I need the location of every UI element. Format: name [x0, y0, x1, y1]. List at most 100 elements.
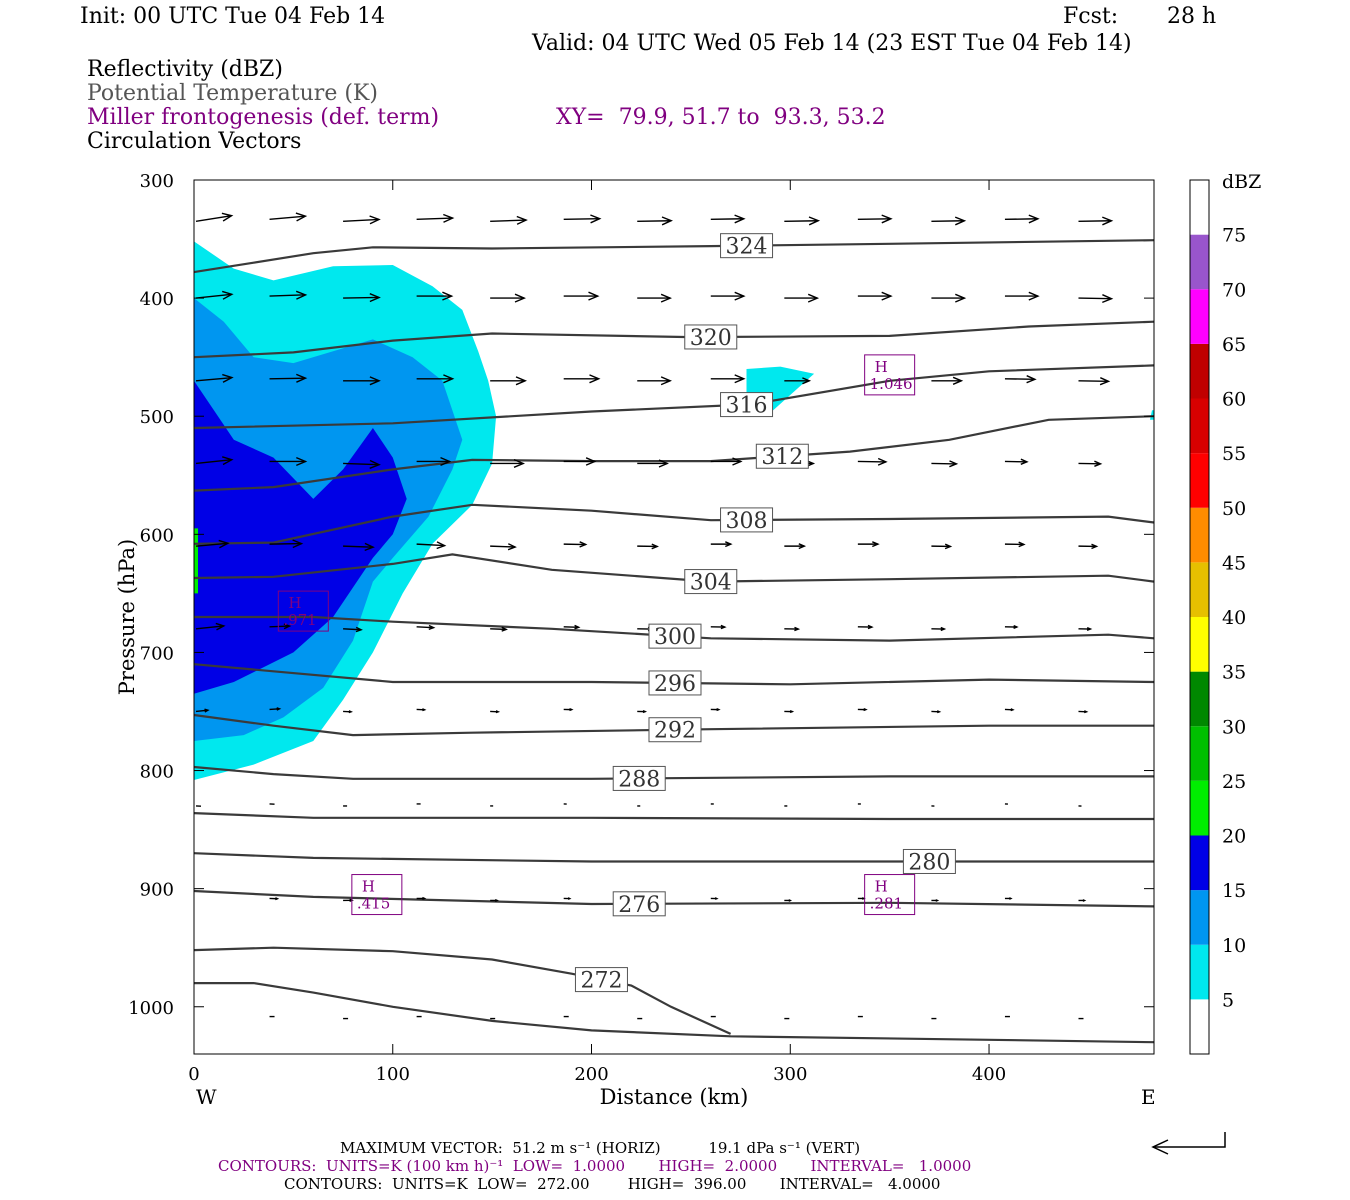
circulation-vector-head — [440, 456, 452, 466]
colorbar-band — [1190, 562, 1209, 617]
circulation-vector-head — [863, 708, 868, 712]
circulation-vector — [416, 626, 434, 629]
theta-contour-312 — [193, 415, 1155, 492]
extremum-box — [277, 590, 329, 632]
colorbar-tick-label: 20 — [1222, 826, 1246, 848]
circulation-vector-head — [283, 623, 292, 630]
circulation-vector-head — [501, 626, 508, 632]
circulation-vector-head — [422, 896, 427, 901]
x-tick-label: 200 — [574, 1064, 608, 1085]
y-axis-title: Pressure (hPa) — [115, 539, 139, 695]
theta-contour-276 — [193, 889, 1155, 908]
theta-label-box — [720, 507, 774, 533]
circulation-vector-head — [725, 541, 733, 548]
circulation-vector — [1078, 220, 1112, 223]
circulation-vector-head — [590, 214, 602, 224]
circulation-vector — [195, 215, 232, 223]
valid-time: Valid: 04 UTC Wed 05 Feb 14 (23 EST Tue … — [532, 31, 1132, 56]
theta-label: 292 — [654, 719, 696, 744]
colorbar-tick-label: 5 — [1222, 989, 1234, 1011]
circulation-vector-head — [720, 624, 727, 630]
circulation-vector-head — [808, 216, 821, 226]
circulation-vector-head — [221, 212, 234, 222]
circulation-vector — [563, 218, 600, 221]
circulation-vector-head — [588, 291, 600, 301]
circulation-vector-head — [442, 291, 454, 301]
theta-contour-308 — [193, 503, 1155, 545]
circulation-vector — [784, 220, 819, 223]
theta-label-box — [902, 848, 956, 874]
circulation-vector-head — [515, 376, 527, 386]
theta-label: 276 — [618, 893, 660, 918]
circulation-vector — [490, 219, 527, 223]
colorbar-band — [1190, 180, 1209, 235]
circulation-vector-head — [364, 542, 375, 552]
circulation-vector-head — [355, 626, 363, 633]
circulation-vector — [563, 626, 579, 629]
theta-contour-layer — [193, 239, 1155, 1044]
circulation-vector-head — [651, 543, 659, 550]
circulation-vector-head — [1028, 291, 1040, 301]
theta-label: 308 — [726, 509, 768, 534]
x-tick-label: 100 — [376, 1064, 410, 1085]
colorbar-band — [1190, 726, 1209, 781]
y-tick-label: 500 — [140, 407, 174, 428]
circulation-vector-head — [422, 708, 427, 712]
circulation-vector-head — [222, 373, 234, 383]
field-potential-temperature: Potential Temperature (K) — [87, 81, 378, 106]
circulation-vector-head — [1086, 626, 1093, 632]
circulation-vector-head — [642, 710, 648, 714]
circulation-vector-head — [218, 539, 230, 549]
circulation-vector-head — [295, 290, 308, 300]
circulation-vector-head — [1013, 624, 1019, 630]
theta-label: 280 — [908, 850, 950, 875]
circulation-vector-head — [794, 626, 801, 632]
colorbar-band — [1190, 890, 1209, 945]
theta-contour-272 — [194, 982, 1155, 1044]
forecast-hour: 28 h — [1167, 4, 1217, 29]
y-tick-label: 600 — [140, 525, 174, 546]
theta-contour-info: CONTOURS: UNITS=K LOW= 272.00 HIGH= 396.… — [284, 1175, 941, 1193]
circulation-vector-head — [369, 376, 381, 386]
circulation-vector — [857, 218, 891, 221]
circulation-vector-head — [955, 293, 967, 303]
theta-label: 288 — [618, 767, 660, 792]
circulation-vector — [931, 220, 965, 223]
circulation-vector — [1004, 378, 1035, 381]
circulation-vector-head — [734, 374, 746, 384]
circulation-vector-head — [574, 624, 581, 630]
circulation-vector-head — [1099, 377, 1111, 386]
circulation-vector-head — [221, 456, 234, 466]
colorbar-band — [1190, 617, 1209, 672]
circulation-vector-head — [513, 458, 526, 468]
theta-label-box — [612, 891, 666, 917]
circulation-vector-head — [495, 710, 501, 714]
circulation-vector-head — [443, 374, 455, 384]
reflectivity-region-5dbz — [1150, 410, 1154, 420]
circulation-vector — [195, 709, 209, 713]
circulation-vector-head — [935, 899, 940, 902]
circulation-vector-head — [936, 710, 942, 714]
circulation-vector-head — [292, 539, 304, 549]
frontogenesis-contour-info: CONTOURS: UNITS=K (100 km h)⁻¹ LOW= 1.00… — [218, 1157, 972, 1175]
circulation-vector — [490, 628, 507, 631]
circulation-vector-head — [788, 899, 793, 902]
circulation-vector — [269, 215, 306, 221]
max-vector-info: MAXIMUM VECTOR: 51.2 m s⁻¹ (HORIZ) 19.1 … — [340, 1139, 861, 1157]
colorbar-tick-label: 10 — [1222, 935, 1246, 957]
theta-contour-292 — [193, 713, 1154, 737]
circulation-vector-head — [660, 376, 672, 386]
circulation-vector-head — [428, 624, 436, 631]
extremum-label: H — [875, 358, 888, 376]
circulation-vector-head — [1020, 458, 1029, 465]
east-end-label: E — [1141, 1085, 1156, 1109]
circulation-vector — [343, 296, 380, 299]
colorbar-tick-label: 45 — [1222, 552, 1246, 574]
circulation-vector-head — [1102, 216, 1114, 226]
circulation-vector-head — [661, 216, 673, 226]
circulation-vector — [1004, 218, 1038, 221]
circulation-vector-head — [714, 897, 719, 900]
colorbar-band — [1190, 780, 1209, 836]
init-time: Init: 00 UTC Tue 04 Feb 14 — [80, 4, 386, 29]
